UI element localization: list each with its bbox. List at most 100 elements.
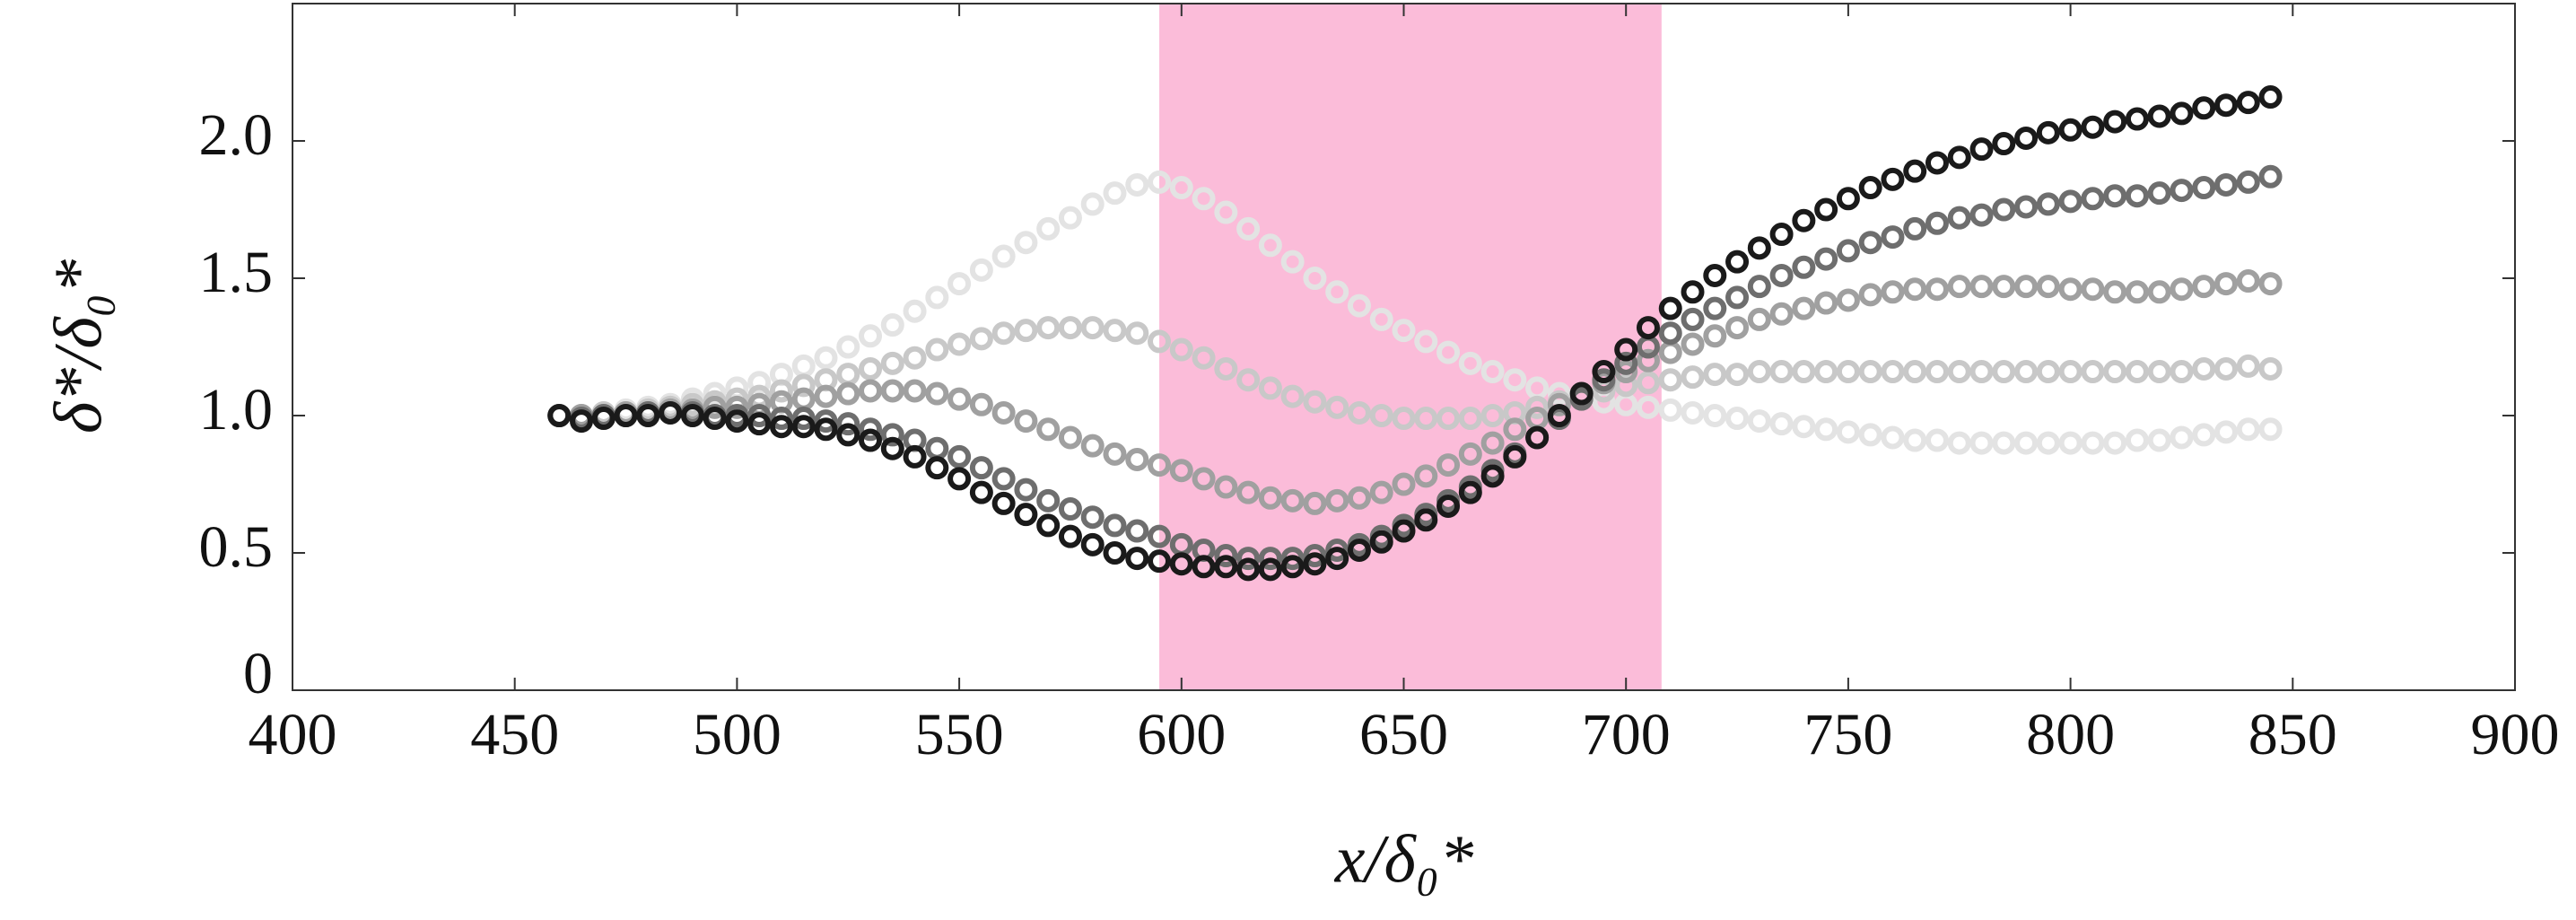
data-point [880, 423, 904, 447]
data-point [969, 392, 993, 416]
data-point [2147, 280, 2171, 304]
data-point [1347, 486, 1371, 510]
x-tick-label: 900 [2471, 702, 2560, 767]
data-point [2125, 107, 2149, 131]
data-point [791, 373, 816, 398]
y-tick-label: 0 [243, 641, 273, 706]
x-tick-label: 650 [1359, 702, 1448, 767]
data-point [1725, 407, 1750, 431]
data-point [947, 444, 972, 469]
data-point [1125, 172, 1149, 197]
data-point [1881, 167, 1905, 191]
data-point [1169, 176, 1193, 200]
data-point [880, 379, 904, 403]
data-point [1792, 360, 1816, 384]
data-point [1947, 431, 1971, 455]
data-point [1169, 337, 1193, 362]
data-point [2014, 126, 2039, 150]
data-point [2036, 120, 2060, 145]
data-point [1325, 547, 1349, 571]
data-point [1436, 407, 1461, 431]
data-point [547, 404, 572, 427]
data-point [1547, 404, 1571, 427]
data-point [991, 244, 1016, 268]
x-axis-label: x/δ₀* [1334, 821, 1474, 897]
data-point [1325, 488, 1349, 513]
data-point [1992, 360, 2016, 384]
data-point [2014, 360, 2039, 384]
data-point [1592, 368, 1616, 392]
data-point [1703, 363, 1727, 387]
data-point [1369, 480, 1393, 504]
data-point [2058, 360, 2083, 384]
data-point [1792, 255, 1816, 279]
x-tick-label: 750 [1803, 702, 1892, 767]
data-point [836, 423, 860, 447]
data-point [1303, 390, 1327, 414]
data-point [2236, 354, 2260, 378]
data-point [1458, 480, 1482, 504]
data-point [791, 387, 816, 411]
data-point [1192, 346, 1216, 370]
data-point [1436, 340, 1461, 364]
data-point [1903, 216, 1927, 241]
data-point [859, 356, 883, 381]
data-point [1414, 508, 1438, 532]
data-point [1280, 488, 1305, 513]
data-point [1014, 503, 1038, 527]
data-point [1303, 267, 1327, 290]
data-point [2258, 272, 2283, 296]
data-point [1658, 321, 1682, 346]
x-tick-label: 850 [2249, 702, 2337, 767]
data-point [1614, 373, 1638, 398]
data-point [1614, 360, 1638, 384]
data-point [836, 363, 860, 387]
data-point [1192, 187, 1216, 211]
data-point [903, 444, 927, 469]
data-point [2081, 431, 2105, 455]
data-point [1814, 360, 1838, 384]
data-point [1969, 360, 1994, 384]
data-point [1392, 472, 1416, 496]
data-point [1503, 417, 1527, 442]
data-point [1703, 296, 1727, 320]
data-point [1769, 223, 1794, 247]
data-point [2236, 417, 2260, 442]
data-point [1347, 294, 1371, 318]
data-point [2081, 277, 2105, 302]
data-point [2236, 269, 2260, 294]
data-point [947, 332, 972, 356]
y-tick-label: 1.0 [199, 377, 274, 442]
data-point [1258, 376, 1282, 400]
data-point [1036, 417, 1061, 442]
data-point [747, 404, 772, 427]
data-point [1480, 464, 1505, 488]
data-point [1614, 337, 1638, 362]
data-point [659, 400, 683, 425]
data-point [1725, 316, 1750, 340]
data-point [2125, 280, 2149, 304]
data-point [1325, 280, 1349, 304]
data-point [703, 395, 727, 419]
data-point [1925, 360, 1949, 384]
data-point [1681, 307, 1705, 331]
data-point [1214, 555, 1238, 579]
y-tick-label: 1.5 [199, 240, 274, 305]
shaded-region [1159, 4, 1662, 690]
data-point [1103, 181, 1127, 206]
data-point [1814, 291, 1838, 315]
data-point [969, 456, 993, 480]
x-tick-label: 450 [470, 702, 559, 767]
data-point [1258, 486, 1282, 510]
data-point [1480, 431, 1505, 455]
data-point [1303, 552, 1327, 576]
data-point [1148, 170, 1172, 194]
data-point [1836, 288, 1860, 312]
data-point [1658, 398, 1682, 422]
data-point [1014, 231, 1038, 255]
data-point [1036, 488, 1061, 513]
data-point [991, 400, 1016, 425]
data-point [969, 258, 993, 282]
data-point [1703, 263, 1727, 287]
